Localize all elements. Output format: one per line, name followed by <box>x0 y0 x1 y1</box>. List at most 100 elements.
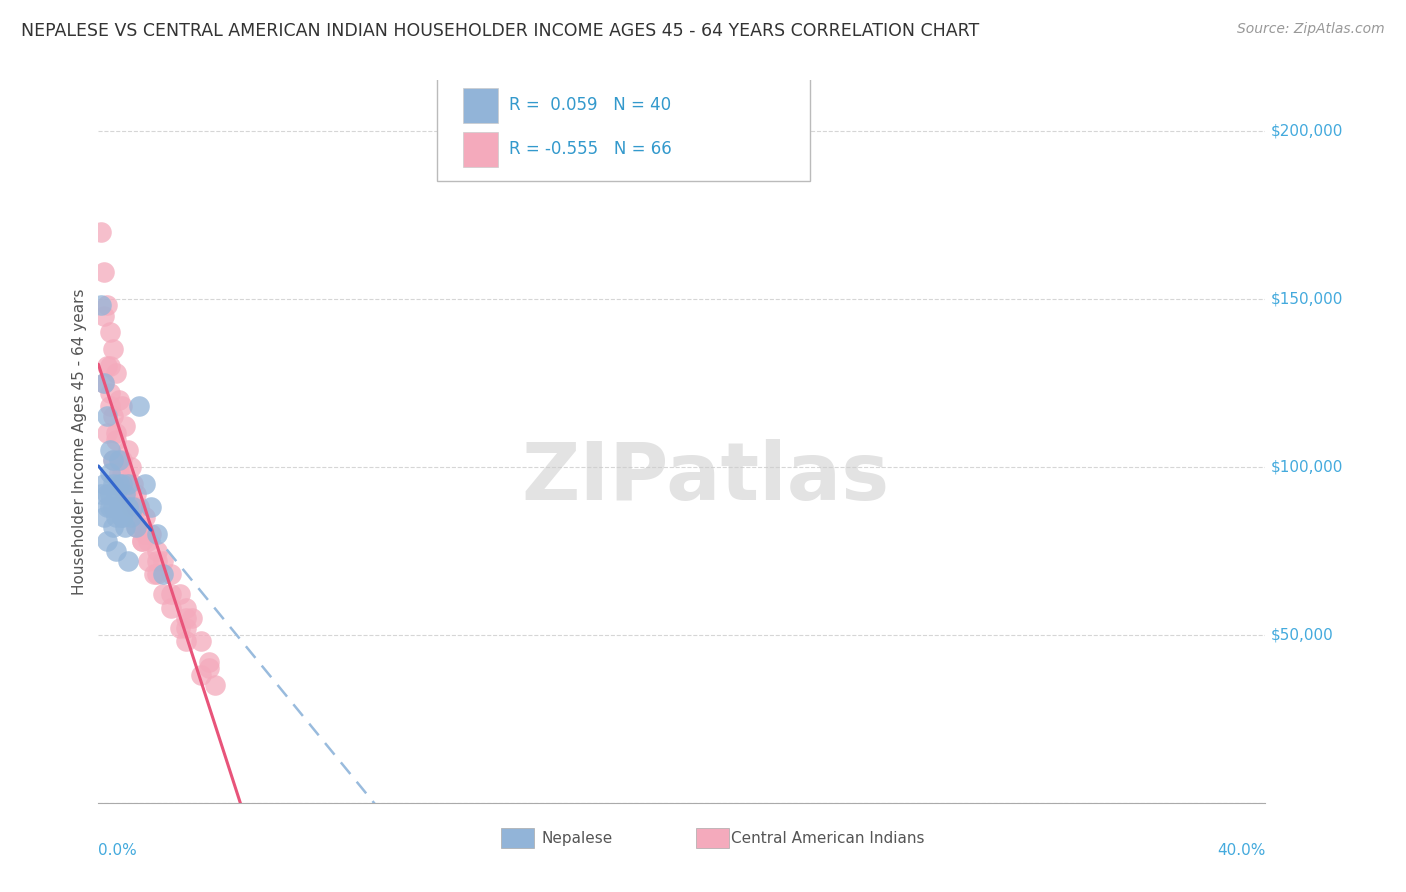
Point <box>198 661 221 675</box>
Point <box>111 510 134 524</box>
Point <box>117 476 139 491</box>
Point <box>98 399 121 413</box>
Point <box>125 520 148 534</box>
Point <box>152 567 174 582</box>
Text: ZIPatlas: ZIPatlas <box>522 439 890 516</box>
Point <box>108 476 131 491</box>
Point <box>174 611 197 625</box>
Text: Nepalese: Nepalese <box>541 831 613 847</box>
Text: $200,000: $200,000 <box>1271 123 1344 138</box>
Point <box>125 520 148 534</box>
Point <box>134 527 156 541</box>
Point <box>152 554 174 568</box>
Point <box>111 510 134 524</box>
Point <box>128 500 150 514</box>
Point <box>104 426 127 441</box>
Point <box>122 476 145 491</box>
Point <box>101 500 124 514</box>
Point <box>120 459 142 474</box>
Point <box>108 453 131 467</box>
Text: 40.0%: 40.0% <box>1218 843 1265 857</box>
Point <box>98 442 121 457</box>
Point <box>131 533 153 548</box>
Text: $50,000: $50,000 <box>1271 627 1334 642</box>
Point <box>98 326 121 340</box>
Point <box>96 298 118 312</box>
Point <box>117 476 139 491</box>
Point <box>114 486 136 500</box>
Point <box>111 476 134 491</box>
Point <box>117 500 139 514</box>
Point <box>174 634 197 648</box>
Point <box>98 359 121 373</box>
Point <box>120 510 142 524</box>
Text: $100,000: $100,000 <box>1271 459 1344 475</box>
Point <box>111 476 134 491</box>
Point <box>136 533 159 548</box>
Point <box>93 510 115 524</box>
Point <box>198 655 221 669</box>
Bar <box>696 828 728 848</box>
Point <box>98 385 121 400</box>
Point <box>101 453 124 467</box>
Point <box>125 486 148 500</box>
Point <box>190 634 212 648</box>
Point <box>98 500 121 514</box>
Point <box>160 600 183 615</box>
Point <box>93 376 115 390</box>
Point <box>96 500 118 514</box>
Point <box>101 453 124 467</box>
Point <box>190 668 212 682</box>
Bar <box>501 828 534 848</box>
Point <box>117 442 139 457</box>
Point <box>108 500 131 514</box>
Point <box>93 476 115 491</box>
Point <box>174 621 197 635</box>
Point <box>96 426 118 441</box>
Point <box>111 467 134 481</box>
Point <box>146 554 169 568</box>
Point <box>104 366 127 380</box>
Point <box>96 533 118 548</box>
Point <box>142 567 165 582</box>
Point <box>104 510 127 524</box>
Point <box>111 453 134 467</box>
Point <box>169 621 191 635</box>
Point <box>90 298 112 312</box>
Text: Central American Indians: Central American Indians <box>731 831 924 847</box>
Point <box>96 486 118 500</box>
Point <box>146 527 169 541</box>
Point <box>104 433 127 447</box>
Point <box>160 587 183 601</box>
Point <box>108 453 131 467</box>
Point <box>90 486 112 500</box>
Point <box>104 486 127 500</box>
Text: 0.0%: 0.0% <box>98 843 138 857</box>
Point <box>96 409 118 424</box>
Point <box>174 600 197 615</box>
Point <box>139 500 162 514</box>
Text: R =  0.059   N = 40: R = 0.059 N = 40 <box>509 96 671 114</box>
Point <box>114 476 136 491</box>
Point <box>114 486 136 500</box>
Point <box>146 567 169 582</box>
Point <box>93 376 115 390</box>
Point <box>111 399 134 413</box>
Point <box>117 554 139 568</box>
Point <box>160 567 183 582</box>
Text: $150,000: $150,000 <box>1271 291 1344 306</box>
Point <box>101 342 124 356</box>
Point <box>180 611 202 625</box>
Point <box>108 467 131 481</box>
Point <box>122 500 145 514</box>
Point <box>93 309 115 323</box>
Point <box>134 476 156 491</box>
Point <box>104 543 127 558</box>
Point <box>108 392 131 407</box>
Bar <box>463 88 498 122</box>
Text: R = -0.555   N = 66: R = -0.555 N = 66 <box>509 140 672 159</box>
Point <box>125 500 148 514</box>
Point <box>114 419 136 434</box>
Point <box>96 359 118 373</box>
Point <box>117 486 139 500</box>
